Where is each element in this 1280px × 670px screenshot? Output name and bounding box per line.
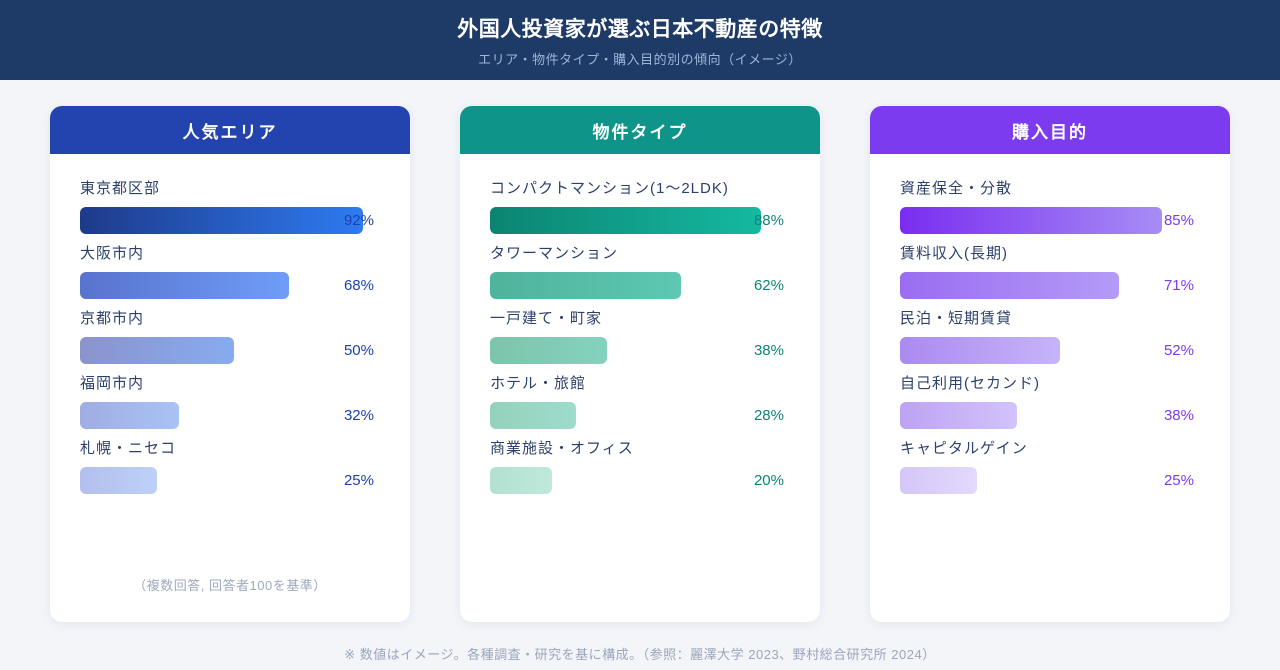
bar-value: 62% bbox=[753, 277, 784, 294]
card-purchase-purpose-body: 資産保全・分散 85% 賃料収入(長期) 71% 民泊・短期賃貸 52% bbox=[870, 154, 1230, 494]
bar-row: ホテル・旅館 28% bbox=[490, 374, 798, 429]
bar-label: 商業施設・オフィス bbox=[490, 440, 634, 457]
bar-label: 東京都区部 bbox=[80, 180, 161, 197]
bar-label: 札幌・ニセコ bbox=[80, 440, 177, 457]
bar-row: 賃料収入(長期) 71% bbox=[900, 244, 1208, 299]
bar-track: 38% bbox=[900, 402, 1208, 429]
bar-row: 一戸建て・町家 38% bbox=[490, 309, 798, 364]
bar-label: ホテル・旅館 bbox=[490, 375, 587, 392]
bar-row: 東京都区部 92% bbox=[80, 179, 388, 234]
bar-track: 85% bbox=[900, 207, 1208, 234]
bar-row: 京都市内 50% bbox=[80, 309, 388, 364]
bar bbox=[80, 402, 179, 429]
card-purchase-purpose: 購入目的 資産保全・分散 85% 賃料収入(長期) 71% 民泊・短期賃貸 bbox=[870, 106, 1230, 622]
bar-label: 福岡市内 bbox=[80, 375, 145, 392]
bar bbox=[490, 272, 681, 299]
bar-row: コンパクトマンション(1〜2LDK) 88% bbox=[490, 179, 798, 234]
bar-track: 52% bbox=[900, 337, 1208, 364]
bar bbox=[490, 337, 608, 364]
bar-label: コンパクトマンション(1〜2LDK) bbox=[490, 180, 729, 197]
bar-value: 68% bbox=[343, 277, 374, 294]
bar-track: 88% bbox=[490, 207, 798, 234]
card-purchase-purpose-title: 購入目的 bbox=[870, 106, 1230, 154]
bar-track: 62% bbox=[490, 272, 798, 299]
bar-label: 京都市内 bbox=[80, 310, 145, 327]
bar-row: 大阪市内 68% bbox=[80, 244, 388, 299]
bar bbox=[80, 467, 157, 494]
bar-row: 福岡市内 32% bbox=[80, 374, 388, 429]
cards-container: 人気エリア 東京都区部 92% 大阪市内 68% 京都市内 bbox=[0, 80, 1280, 622]
card-popular-areas: 人気エリア 東京都区部 92% 大阪市内 68% 京都市内 bbox=[50, 106, 410, 622]
bar-value: 25% bbox=[343, 472, 374, 489]
bar-track: 71% bbox=[900, 272, 1208, 299]
bar-value: 92% bbox=[343, 212, 374, 229]
bar-label: キャピタルゲイン bbox=[900, 440, 1028, 457]
bar bbox=[900, 402, 1018, 429]
bar-row: キャピタルゲイン 25% bbox=[900, 439, 1208, 494]
page-footer-note: ※ 数値はイメージ。各種調査・研究を基に構成。（参照：麗澤大学 2023、野村総… bbox=[344, 647, 936, 662]
bar-track: 25% bbox=[900, 467, 1208, 494]
page-title: 外国人投資家が選ぶ日本不動産の特徴 bbox=[457, 17, 823, 41]
bar-label: タワーマンション bbox=[490, 245, 619, 262]
bar bbox=[490, 467, 552, 494]
bar-label: 民泊・短期賃貸 bbox=[900, 310, 1013, 327]
bar-track: 20% bbox=[490, 467, 798, 494]
bar-track: 50% bbox=[80, 337, 388, 364]
card-property-types-title: 物件タイプ bbox=[460, 106, 820, 154]
bar bbox=[900, 207, 1162, 234]
bar bbox=[490, 402, 577, 429]
bar bbox=[80, 337, 234, 364]
bar bbox=[900, 467, 977, 494]
bar-row: タワーマンション 62% bbox=[490, 244, 798, 299]
page-header: 外国人投資家が選ぶ日本不動産の特徴 エリア・物件タイプ・購入目的別の傾向（イメー… bbox=[0, 0, 1280, 80]
bar-label: 一戸建て・町家 bbox=[490, 310, 603, 327]
bar-value: 25% bbox=[1163, 472, 1194, 489]
bar-row: 民泊・短期賃貸 52% bbox=[900, 309, 1208, 364]
bar-row: 自己利用(セカンド) 38% bbox=[900, 374, 1208, 429]
card-property-types: 物件タイプ コンパクトマンション(1〜2LDK) 88% タワーマンション 62… bbox=[460, 106, 820, 622]
bar bbox=[900, 272, 1119, 299]
card-note: （複数回答, 回答者100を基準） bbox=[133, 578, 327, 593]
bar-track: 68% bbox=[80, 272, 388, 299]
bar-value: 85% bbox=[1163, 212, 1194, 229]
bar-track: 32% bbox=[80, 402, 388, 429]
bar-track: 28% bbox=[490, 402, 798, 429]
bar-value: 50% bbox=[343, 342, 374, 359]
bar-track: 38% bbox=[490, 337, 798, 364]
bar-label: 自己利用(セカンド) bbox=[900, 375, 1040, 392]
bar-value: 88% bbox=[753, 212, 784, 229]
card-popular-areas-title: 人気エリア bbox=[50, 106, 410, 154]
bar-label: 賃料収入(長期) bbox=[900, 245, 1008, 262]
bar bbox=[900, 337, 1061, 364]
bar-value: 52% bbox=[1163, 342, 1194, 359]
bar-value: 38% bbox=[753, 342, 784, 359]
bar-row: 資産保全・分散 85% bbox=[900, 179, 1208, 234]
bar-row: 商業施設・オフィス 20% bbox=[490, 439, 798, 494]
bar-value: 28% bbox=[753, 407, 784, 424]
card-popular-areas-body: 東京都区部 92% 大阪市内 68% 京都市内 50% bbox=[50, 154, 410, 494]
bar-label: 大阪市内 bbox=[80, 245, 145, 262]
page-subtitle: エリア・物件タイプ・購入目的別の傾向（イメージ） bbox=[478, 51, 802, 67]
bar-value: 38% bbox=[1163, 407, 1194, 424]
bar-track: 92% bbox=[80, 207, 388, 234]
bar bbox=[80, 207, 364, 234]
bar bbox=[80, 272, 290, 299]
bar-value: 20% bbox=[753, 472, 784, 489]
bar-value: 71% bbox=[1163, 277, 1194, 294]
bar-value: 32% bbox=[343, 407, 374, 424]
bar bbox=[490, 207, 762, 234]
card-property-types-body: コンパクトマンション(1〜2LDK) 88% タワーマンション 62% 一戸建て… bbox=[460, 154, 820, 494]
bar-track: 25% bbox=[80, 467, 388, 494]
bar-label: 資産保全・分散 bbox=[900, 180, 1013, 197]
bar-row: 札幌・ニセコ 25% bbox=[80, 439, 388, 494]
